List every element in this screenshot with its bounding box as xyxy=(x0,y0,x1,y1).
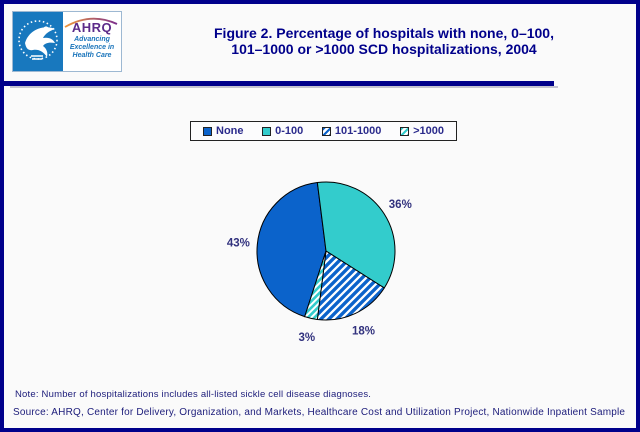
ahrq-tagline: Advancing Excellence in Health Care xyxy=(69,36,115,59)
legend-label: 101-1000 xyxy=(334,124,382,137)
pie-slice--1000 xyxy=(304,250,327,321)
legend-item-101-1000: 101-1000 xyxy=(321,124,382,137)
legend-item-0-100: 0-100 xyxy=(262,124,304,137)
figure-title: Figure 2. Percentage of hospitals with n… xyxy=(124,25,636,57)
legend-swatch-0-100 xyxy=(262,126,272,136)
pie-slice-101-1000 xyxy=(316,250,385,321)
legend-swatch-gt1000 xyxy=(400,126,410,136)
ahrq-arc-icon xyxy=(64,17,118,28)
source-text: Source: AHRQ, Center for Delivery, Organ… xyxy=(13,407,626,418)
hhs-ahrq-logo: AHRQ Advancing Excellence in Health Care xyxy=(12,11,122,72)
hhs-logo xyxy=(13,12,63,71)
pie-slice-0-100 xyxy=(316,181,396,289)
pie-data-label: 36% xyxy=(389,199,412,211)
hhs-eagle-icon xyxy=(18,20,58,60)
header-divider-shadow xyxy=(10,86,558,88)
legend-label: None xyxy=(216,124,244,137)
ahrq-logo: AHRQ Advancing Excellence in Health Care xyxy=(63,12,121,71)
pie-data-label: 18% xyxy=(352,326,375,338)
legend-label: 0-100 xyxy=(275,124,304,137)
chart-legend: None 0-100 101-1000 >1000 xyxy=(190,121,457,141)
figure-title-line2: 101–1000 or >1000 SCD hospitalizations, … xyxy=(231,41,537,57)
legend-swatch-none xyxy=(203,126,212,136)
note-text: Note: Number of hospitalizations include… xyxy=(15,389,372,400)
legend-label: >1000 xyxy=(413,124,444,137)
pie-chart: 43% 36% 18% 3% xyxy=(227,181,412,344)
ahrq-logo-text: AHRQ xyxy=(71,20,113,35)
legend-swatch-101-1000 xyxy=(321,126,331,136)
header-divider xyxy=(4,81,554,86)
legend-item-gt1000: >1000 xyxy=(400,124,444,137)
pie-data-label: 3% xyxy=(298,332,315,344)
pie-data-label: 43% xyxy=(227,238,250,250)
pie-slice-none xyxy=(256,181,327,318)
legend-item-none: None xyxy=(203,124,244,137)
figure-title-line1: Figure 2. Percentage of hospitals with n… xyxy=(214,25,554,41)
